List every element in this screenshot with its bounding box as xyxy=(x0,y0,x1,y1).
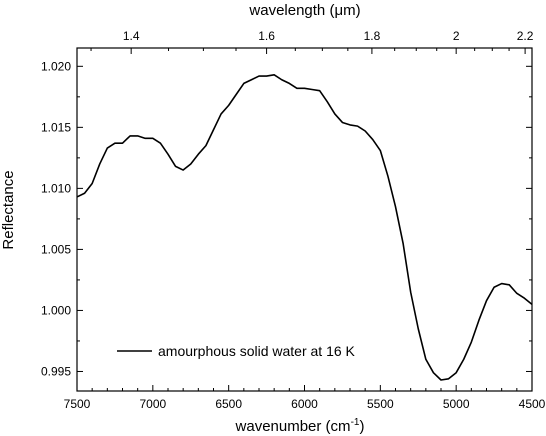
x-tick-label: 6000 xyxy=(291,397,318,411)
x-axis-title-text: wavenumber (cm xyxy=(235,418,351,435)
x2-tick-label: 1.4 xyxy=(123,29,140,43)
y-tick-label: 1.020 xyxy=(41,59,71,73)
y-tick-label: 1.000 xyxy=(41,303,71,317)
series-layer xyxy=(76,74,533,381)
series-line xyxy=(76,74,533,381)
x2-tick-label: 2 xyxy=(453,29,460,43)
x-tick-label: 4500 xyxy=(519,397,546,411)
x2-axis-title-close: ) xyxy=(356,2,361,19)
x-axis-title-sup: -1 xyxy=(351,417,360,428)
y-tick-label: 1.010 xyxy=(41,181,71,195)
x-tick-label: 7500 xyxy=(64,397,91,411)
x2-tick-label: 1.8 xyxy=(364,29,381,43)
y-tick-label: 1.005 xyxy=(41,242,71,256)
x2-tick-label: 1.6 xyxy=(258,29,275,43)
x2-axis-title-mu: μm xyxy=(334,2,355,19)
y-axis-title: Reflectance xyxy=(0,170,17,249)
x-axis-title-close: ) xyxy=(359,418,364,435)
legend-label: amourphous solid water at 16 K xyxy=(158,343,356,359)
x-tick-label: 5000 xyxy=(443,397,470,411)
plot-frame xyxy=(76,47,533,392)
x-axis-title: wavenumber (cm-1) xyxy=(235,417,365,435)
ticks-layer: 7500 7000 6500 6000 5500 5000 4500 0.995 1.000 1.… xyxy=(41,29,546,411)
x2-tick-label: 2.2 xyxy=(517,29,534,43)
x-tick-label: 7000 xyxy=(139,397,166,411)
x-tick-label: 5500 xyxy=(367,397,394,411)
y-tick-label: 0.995 xyxy=(41,364,71,378)
x-tick-label: 6500 xyxy=(215,397,242,411)
legend: amourphous solid water at 16 K xyxy=(117,343,356,359)
x2-axis-title-text: wavelength ( xyxy=(248,2,334,19)
x2-axis-title: wavelength (μm) xyxy=(248,2,360,19)
y-tick-label: 1.015 xyxy=(41,120,71,134)
